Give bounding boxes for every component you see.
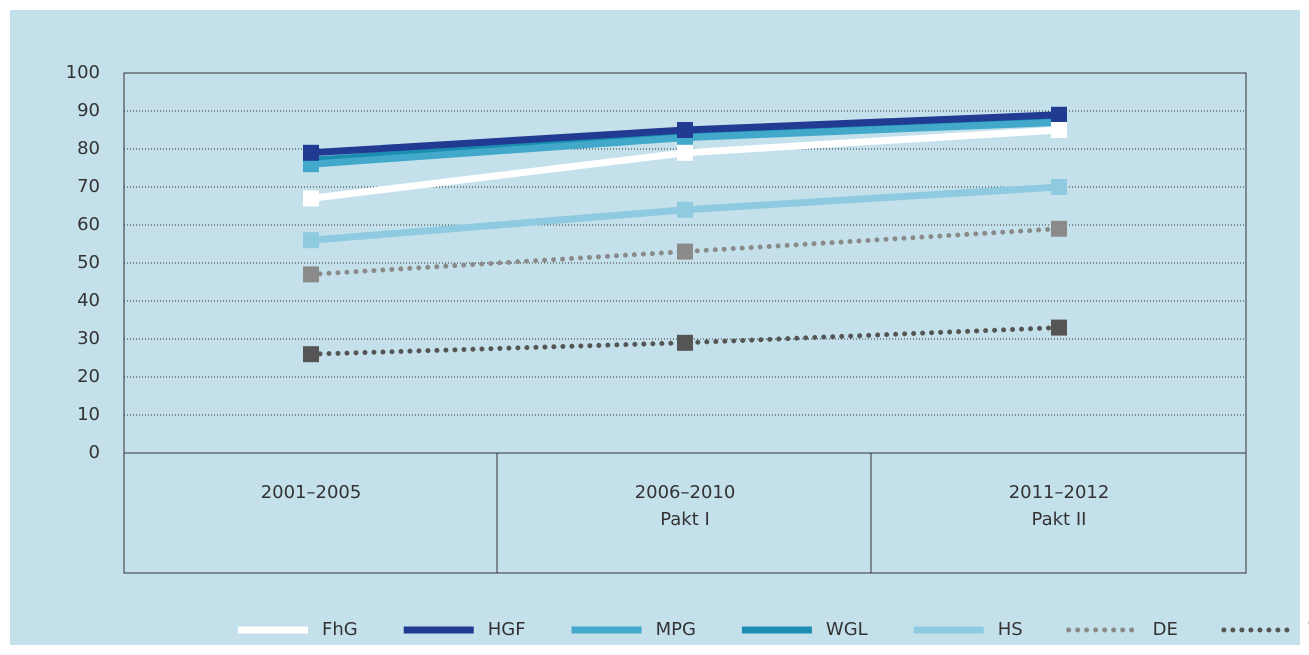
data-point <box>677 144 693 161</box>
y-tick-label: 20 <box>77 366 100 387</box>
data-point <box>1051 220 1067 237</box>
data-point <box>303 232 319 249</box>
data-point <box>677 122 693 138</box>
y-tick-label: 100 <box>66 62 100 83</box>
legend-label: DE <box>1153 619 1178 640</box>
legend-label: MPG <box>656 619 696 640</box>
x-tick-label: Pakt I <box>660 509 710 530</box>
y-tick-label: 80 <box>77 138 100 159</box>
y-tick-label: 10 <box>77 404 100 425</box>
data-point <box>677 334 693 351</box>
y-tick-label: 50 <box>77 252 100 273</box>
y-tick-label: 30 <box>77 328 100 349</box>
data-point <box>303 346 319 363</box>
x-tick-label: Pakt II <box>1032 509 1087 530</box>
data-point <box>303 266 319 283</box>
y-tick-label: 90 <box>77 100 100 121</box>
legend-label: HS <box>998 619 1023 640</box>
data-point <box>303 144 319 161</box>
data-point <box>1051 106 1067 123</box>
y-tick-label: 70 <box>77 176 100 197</box>
legend-label: WGL <box>826 619 868 640</box>
x-tick-label: 2006–2010 <box>635 482 736 503</box>
data-point <box>1051 179 1067 195</box>
y-tick-label: 0 <box>89 442 100 463</box>
data-point <box>677 243 693 260</box>
y-tick-label: 40 <box>77 290 100 311</box>
background <box>10 10 1300 645</box>
legend-label: HGF <box>488 619 526 640</box>
legend-label: FhG <box>322 619 358 640</box>
legend-label: Welt <box>1308 619 1309 640</box>
data-point <box>677 201 693 218</box>
y-tick-label: 60 <box>77 214 100 235</box>
data-point <box>303 190 319 207</box>
data-point <box>1051 319 1067 336</box>
series-line <box>308 226 1062 277</box>
data-point <box>1051 122 1067 138</box>
x-tick-label: 2001–2005 <box>261 482 362 503</box>
x-tick-label: 2011–2012 <box>1009 482 1110 503</box>
series-line <box>308 325 1062 357</box>
